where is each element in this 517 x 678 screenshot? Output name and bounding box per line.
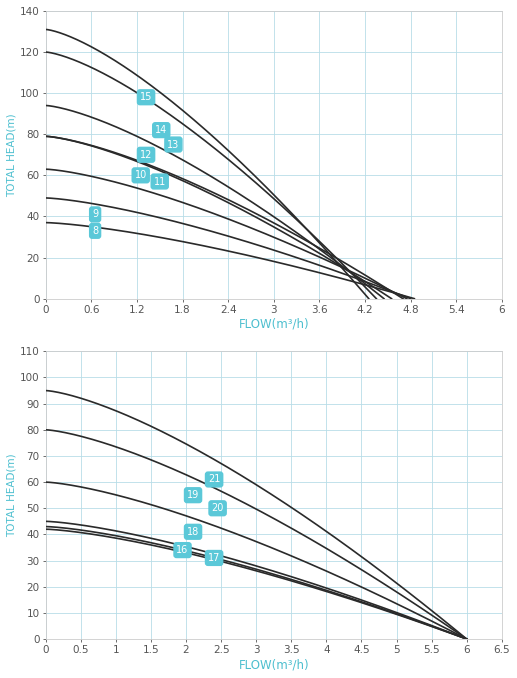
Text: 12: 12 (140, 150, 152, 160)
Text: 14: 14 (155, 125, 168, 135)
Text: 21: 21 (208, 475, 220, 485)
Text: 20: 20 (211, 503, 224, 513)
Text: 11: 11 (154, 176, 166, 186)
Text: 8: 8 (92, 226, 98, 236)
Text: 16: 16 (176, 545, 189, 555)
Text: 9: 9 (92, 210, 98, 220)
Text: 15: 15 (140, 92, 152, 102)
X-axis label: FLOW(m³/h): FLOW(m³/h) (238, 658, 309, 671)
X-axis label: FLOW(m³/h): FLOW(m³/h) (238, 318, 309, 331)
Text: 19: 19 (187, 490, 199, 500)
Text: 13: 13 (168, 140, 179, 150)
Text: 17: 17 (208, 553, 220, 563)
Y-axis label: TOTAL HEAD(m): TOTAL HEAD(m) (7, 454, 17, 537)
Text: 10: 10 (134, 170, 147, 180)
Y-axis label: TOTAL HEAD(m): TOTAL HEAD(m) (7, 113, 17, 197)
Text: 18: 18 (187, 527, 199, 537)
